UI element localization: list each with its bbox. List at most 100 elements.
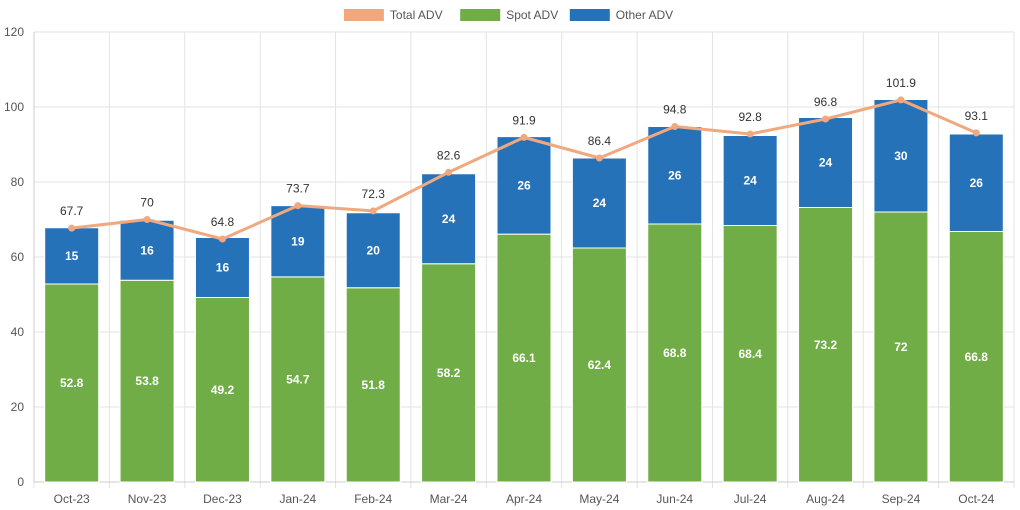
bar-series: 52.8 15 53.8 16 49.2 16 54.7 19 51.8 20 58.2 24 66.1… bbox=[44, 99, 1004, 483]
chart-legend: Total ADV Spot ADV Other ADV bbox=[343, 8, 673, 22]
bar-other-adv bbox=[44, 227, 100, 285]
bar-value-label-spot-adv: 66.1 bbox=[512, 351, 536, 365]
bar-value-label-other-adv: 19 bbox=[291, 234, 305, 248]
bar-value-label-spot-adv: 73.2 bbox=[814, 338, 838, 352]
point-total-adv bbox=[218, 235, 226, 243]
y-tick-label: 40 bbox=[11, 325, 25, 339]
point-label-total-adv: 92.8 bbox=[738, 110, 762, 124]
bar-value-label-spot-adv: 68.4 bbox=[738, 347, 762, 361]
legend-label-spot-adv: Spot ADV bbox=[506, 8, 558, 22]
x-tick-label: Dec-23 bbox=[203, 492, 242, 506]
bar-spot-adv bbox=[44, 283, 100, 483]
bar-value-label-spot-adv: 72 bbox=[894, 340, 908, 354]
legend-label-other-adv: Other ADV bbox=[616, 8, 673, 22]
point-label-total-adv: 96.8 bbox=[814, 95, 838, 109]
bar-other-adv bbox=[798, 117, 854, 208]
bar-other-adv bbox=[119, 219, 175, 281]
x-tick-label: Aug-24 bbox=[806, 492, 845, 506]
point-total-adv bbox=[369, 207, 377, 215]
x-tick-label: Oct-23 bbox=[54, 492, 90, 506]
bar-other-adv bbox=[345, 212, 401, 289]
point-total-adv bbox=[445, 168, 453, 176]
x-axis: Oct-23 Nov-23 Dec-23 Jan-24 Feb-24 Mar-24 Apr-… bbox=[54, 492, 995, 506]
legend-swatch-total-adv bbox=[343, 9, 384, 21]
point-label-total-adv: 73.7 bbox=[286, 182, 310, 196]
point-label-total-adv: 70 bbox=[140, 196, 154, 210]
bar-value-label-other-adv: 26 bbox=[668, 168, 682, 182]
bar-value-label-spot-adv: 66.8 bbox=[965, 350, 989, 364]
x-tick-label: May-24 bbox=[579, 492, 619, 506]
bar-value-label-spot-adv: 53.8 bbox=[135, 374, 159, 388]
bar-value-label-other-adv: 16 bbox=[216, 261, 230, 275]
bar-spot-adv bbox=[270, 276, 326, 483]
bar-spot-adv bbox=[948, 231, 1004, 483]
bar-other-adv bbox=[194, 237, 250, 298]
bar-other-adv bbox=[873, 99, 929, 213]
y-tick-label: 0 bbox=[17, 475, 24, 489]
point-total-adv bbox=[822, 115, 830, 123]
legend-swatch-spot-adv bbox=[460, 9, 501, 21]
bar-value-label-other-adv: 26 bbox=[517, 178, 531, 192]
point-label-total-adv: 64.8 bbox=[211, 215, 235, 229]
point-total-adv bbox=[746, 130, 754, 138]
bar-spot-adv bbox=[345, 287, 401, 483]
point-label-total-adv: 72.3 bbox=[362, 187, 386, 201]
bar-spot-adv bbox=[647, 223, 703, 483]
bar-spot-adv bbox=[722, 225, 778, 483]
x-tick-label: Sep-24 bbox=[882, 492, 921, 506]
point-total-adv bbox=[671, 123, 679, 130]
legend-label-total-adv: Total ADV bbox=[390, 8, 443, 22]
bar-spot-adv bbox=[798, 207, 854, 483]
bar-spot-adv bbox=[194, 297, 250, 483]
y-tick-label: 80 bbox=[11, 175, 25, 189]
bar-value-label-other-adv: 30 bbox=[894, 149, 908, 163]
y-tick-label: 100 bbox=[4, 100, 24, 114]
point-total-adv bbox=[595, 154, 603, 162]
x-tick-label: Oct-24 bbox=[958, 492, 994, 506]
bar-value-label-spot-adv: 54.7 bbox=[286, 372, 310, 386]
bar-other-adv bbox=[948, 133, 1004, 232]
x-tick-label: Mar-24 bbox=[430, 492, 468, 506]
bar-value-label-spot-adv: 68.8 bbox=[663, 346, 687, 360]
x-tick-label: Nov-23 bbox=[128, 492, 167, 506]
point-label-total-adv: 91.9 bbox=[512, 113, 536, 127]
point-label-total-adv: 67.7 bbox=[60, 204, 84, 218]
total-line-series: 67.7 70 64.8 73.7 72.3 82.6 91.9 86.4 94.8 92.8 96… bbox=[60, 76, 988, 243]
bar-value-label-spot-adv: 52.8 bbox=[60, 376, 84, 390]
point-total-adv bbox=[520, 133, 528, 141]
point-label-total-adv: 101.9 bbox=[886, 76, 916, 90]
x-tick-label: Jul-24 bbox=[734, 492, 767, 506]
point-label-total-adv: 86.4 bbox=[588, 134, 612, 148]
bar-value-label-other-adv: 24 bbox=[819, 156, 833, 170]
point-label-total-adv: 93.1 bbox=[965, 109, 989, 123]
point-total-adv bbox=[294, 202, 302, 210]
x-tick-label: Feb-24 bbox=[354, 492, 392, 506]
x-tick-label: Jun-24 bbox=[656, 492, 693, 506]
bar-spot-adv bbox=[496, 233, 552, 483]
bar-spot-adv bbox=[873, 211, 929, 483]
y-tick-label: 60 bbox=[11, 250, 25, 264]
point-total-adv bbox=[143, 216, 151, 223]
x-tick-label: Jan-24 bbox=[279, 492, 316, 506]
bar-value-label-spot-adv: 58.2 bbox=[437, 366, 461, 380]
point-label-total-adv: 82.6 bbox=[437, 148, 461, 162]
bar-value-label-other-adv: 20 bbox=[367, 243, 381, 257]
bar-value-label-spot-adv: 49.2 bbox=[211, 383, 235, 397]
bar-other-adv bbox=[270, 205, 326, 278]
bar-value-label-spot-adv: 51.8 bbox=[362, 378, 386, 392]
x-tick-label: Apr-24 bbox=[506, 492, 542, 506]
legend-swatch-other-adv bbox=[569, 9, 610, 21]
bar-value-label-other-adv: 24 bbox=[743, 174, 757, 188]
bar-value-label-other-adv: 16 bbox=[140, 243, 154, 257]
point-total-adv bbox=[68, 224, 76, 232]
bar-value-label-other-adv: 24 bbox=[593, 196, 607, 210]
point-label-total-adv: 94.8 bbox=[663, 103, 687, 117]
point-total-adv bbox=[972, 129, 980, 137]
y-axis: 0 20 40 60 80 100 120 bbox=[4, 25, 24, 489]
y-tick-label: 120 bbox=[4, 25, 24, 39]
bar-other-adv bbox=[496, 136, 552, 235]
point-total-adv bbox=[897, 96, 905, 104]
bar-other-adv bbox=[722, 135, 778, 226]
bar-value-label-other-adv: 24 bbox=[442, 212, 456, 226]
